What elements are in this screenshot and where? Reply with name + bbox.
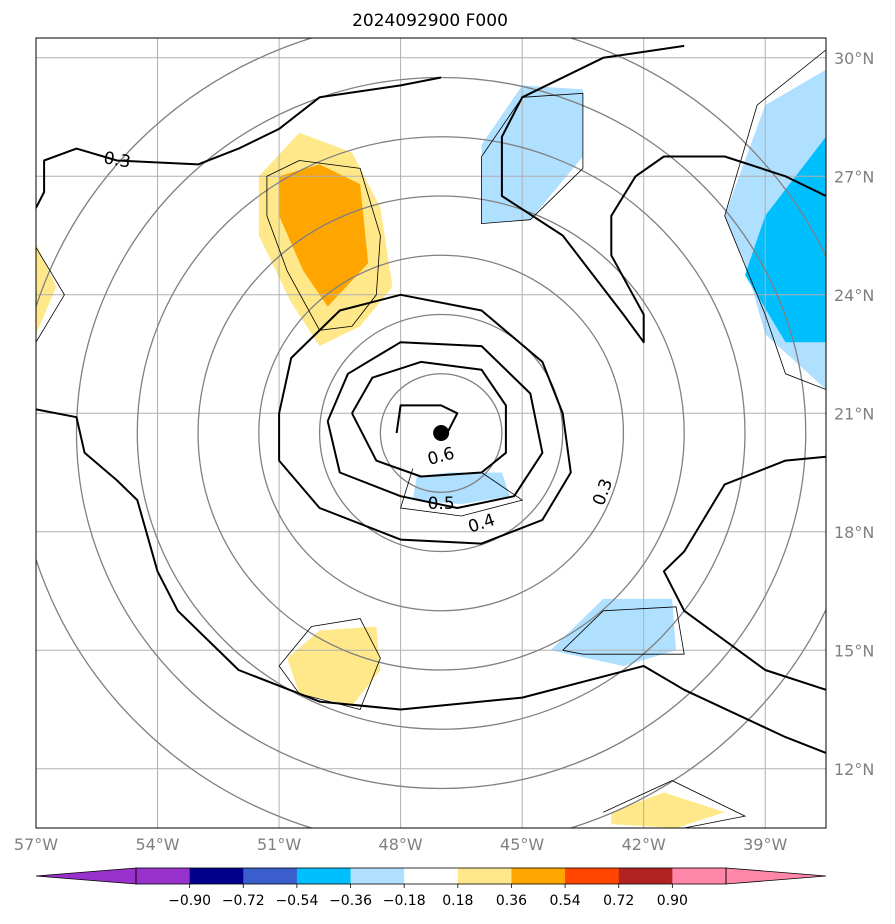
- colorbar-segment-2: [243, 868, 298, 884]
- contour-line-6: [351, 360, 507, 478]
- colorbar-tick-label-7: 0.54: [550, 893, 581, 909]
- y-tick-label-1: 15°N: [834, 641, 874, 660]
- y-tick-label-0: 12°N: [834, 760, 874, 779]
- x-tick-label-2: 51°W: [257, 835, 301, 854]
- contour-line-3: [662, 455, 826, 691]
- colorbar-frame: [135, 867, 727, 885]
- contour-line-1: [36, 408, 826, 754]
- storm-center-marker: [433, 425, 450, 441]
- contour-line-0: [36, 76, 442, 209]
- filled-region-8: [412, 472, 510, 505]
- colorbar-segment-4: [350, 868, 405, 884]
- colorbar-tick-label-6: 0.36: [496, 893, 527, 909]
- colorbar-segment-7: [511, 868, 566, 884]
- colorbar-tick-label-9: 0.90: [657, 893, 688, 909]
- x-tick-label-5: 42°W: [622, 835, 666, 854]
- colorbar-segment-3: [296, 868, 352, 884]
- colorbar-tick-label-2: −0.54: [275, 893, 318, 909]
- colorbar-tick-label-8: 0.72: [603, 893, 634, 909]
- colorbar-tick-label-4: −0.18: [383, 893, 426, 909]
- thin-contour-1: [481, 92, 584, 225]
- contour-line-7: [395, 404, 459, 438]
- contour-line-2: [500, 44, 826, 344]
- colorbar-tick-label-3: −0.36: [329, 893, 372, 909]
- range-ring-2: [258, 254, 625, 612]
- range-ring-1: [318, 313, 564, 553]
- contour-label-3: 0.4: [466, 510, 498, 537]
- filled-region-2: [287, 626, 381, 706]
- thin-contour-2: [724, 49, 826, 390]
- thin-contour-7: [603, 780, 747, 828]
- contour-label-4: 0.3: [589, 476, 617, 508]
- range-ring-4: [136, 136, 746, 730]
- contour-line-4: [278, 293, 572, 545]
- colorbar-segment-10: [672, 868, 727, 884]
- colorbar-extend-high: [725, 867, 827, 885]
- colorbar-segment-6: [457, 868, 512, 884]
- x-tick-label-4: 45°W: [500, 835, 544, 854]
- colorbar-segment-9: [618, 868, 673, 884]
- map-plot-area: 0.3 0.6 0.5 0.4 0.3: [36, 38, 826, 828]
- contour-label-1: 0.6: [425, 444, 456, 470]
- y-tick-label-2: 18°N: [834, 523, 874, 542]
- filled-region-9: [550, 598, 677, 666]
- contour-line-5: [326, 341, 544, 509]
- x-tick-label-3: 48°W: [379, 835, 423, 854]
- x-tick-label-0: 57°W: [14, 835, 58, 854]
- axis-labels: 57°W 54°W 51°W 48°W 45°W 42°W 39°W 12°N 15°N 18°N…: [14, 49, 874, 854]
- range-ring-0: [379, 373, 503, 493]
- filled-region-1: [279, 164, 369, 307]
- y-tick-label-6: 30°N: [834, 49, 874, 68]
- colorbar: −0.90 −0.72 −0.54 −0.36 −0.18 0.18 0.36 0.54 0.7…: [35, 867, 827, 909]
- contour-label-0: 0.3: [102, 148, 132, 172]
- y-tick-label-3: 21°N: [834, 404, 874, 423]
- colorbar-segment-1: [189, 868, 244, 884]
- colorbar-segment-0: [136, 868, 191, 884]
- map-frame: [35, 37, 827, 829]
- y-tick-label-5: 27°N: [834, 167, 874, 186]
- thin-contour-0: [266, 160, 381, 331]
- filled-region-3: [611, 792, 725, 828]
- thin-contour-4: [400, 468, 524, 517]
- colorbar-tick-label-5: 0.18: [442, 893, 473, 909]
- thin-contour-5: [562, 606, 685, 655]
- thin-contour-3: [36, 247, 65, 343]
- colorbar-extend-low: [35, 867, 137, 885]
- colorbar-segment-8: [565, 868, 620, 884]
- x-tick-label-6: 39°W: [743, 835, 787, 854]
- x-tick-label-1: 54°W: [135, 835, 179, 854]
- range-ring-3: [197, 195, 685, 671]
- colorbar-tick-label-0: −0.90: [168, 893, 211, 909]
- colorbar-tick-label-1: −0.72: [222, 893, 265, 909]
- filled-region-4: [36, 243, 57, 335]
- y-tick-label-4: 24°N: [834, 286, 874, 305]
- colorbar-segment-5: [404, 868, 459, 884]
- range-ring-5: [75, 76, 807, 790]
- contour-label-2: 0.5: [428, 494, 455, 514]
- chart-title: 2024092900 F000: [352, 11, 508, 31]
